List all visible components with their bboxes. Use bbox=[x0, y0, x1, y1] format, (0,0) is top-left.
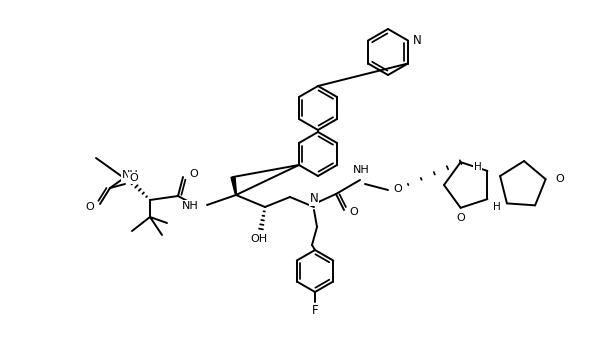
Text: F: F bbox=[312, 303, 318, 317]
Text: N: N bbox=[413, 34, 421, 47]
Text: O: O bbox=[129, 173, 138, 183]
Text: NH: NH bbox=[353, 165, 370, 175]
Text: NH: NH bbox=[182, 201, 199, 211]
Text: N: N bbox=[310, 192, 318, 206]
Text: H: H bbox=[493, 202, 501, 212]
Text: O: O bbox=[349, 207, 358, 217]
Polygon shape bbox=[231, 177, 236, 195]
Text: O: O bbox=[85, 202, 94, 212]
Text: O: O bbox=[189, 169, 198, 179]
Text: O: O bbox=[456, 213, 465, 223]
Text: O: O bbox=[393, 184, 402, 194]
Text: H: H bbox=[473, 162, 481, 172]
Text: NH: NH bbox=[122, 170, 139, 180]
Text: OH: OH bbox=[250, 234, 267, 244]
Text: O: O bbox=[556, 174, 564, 184]
